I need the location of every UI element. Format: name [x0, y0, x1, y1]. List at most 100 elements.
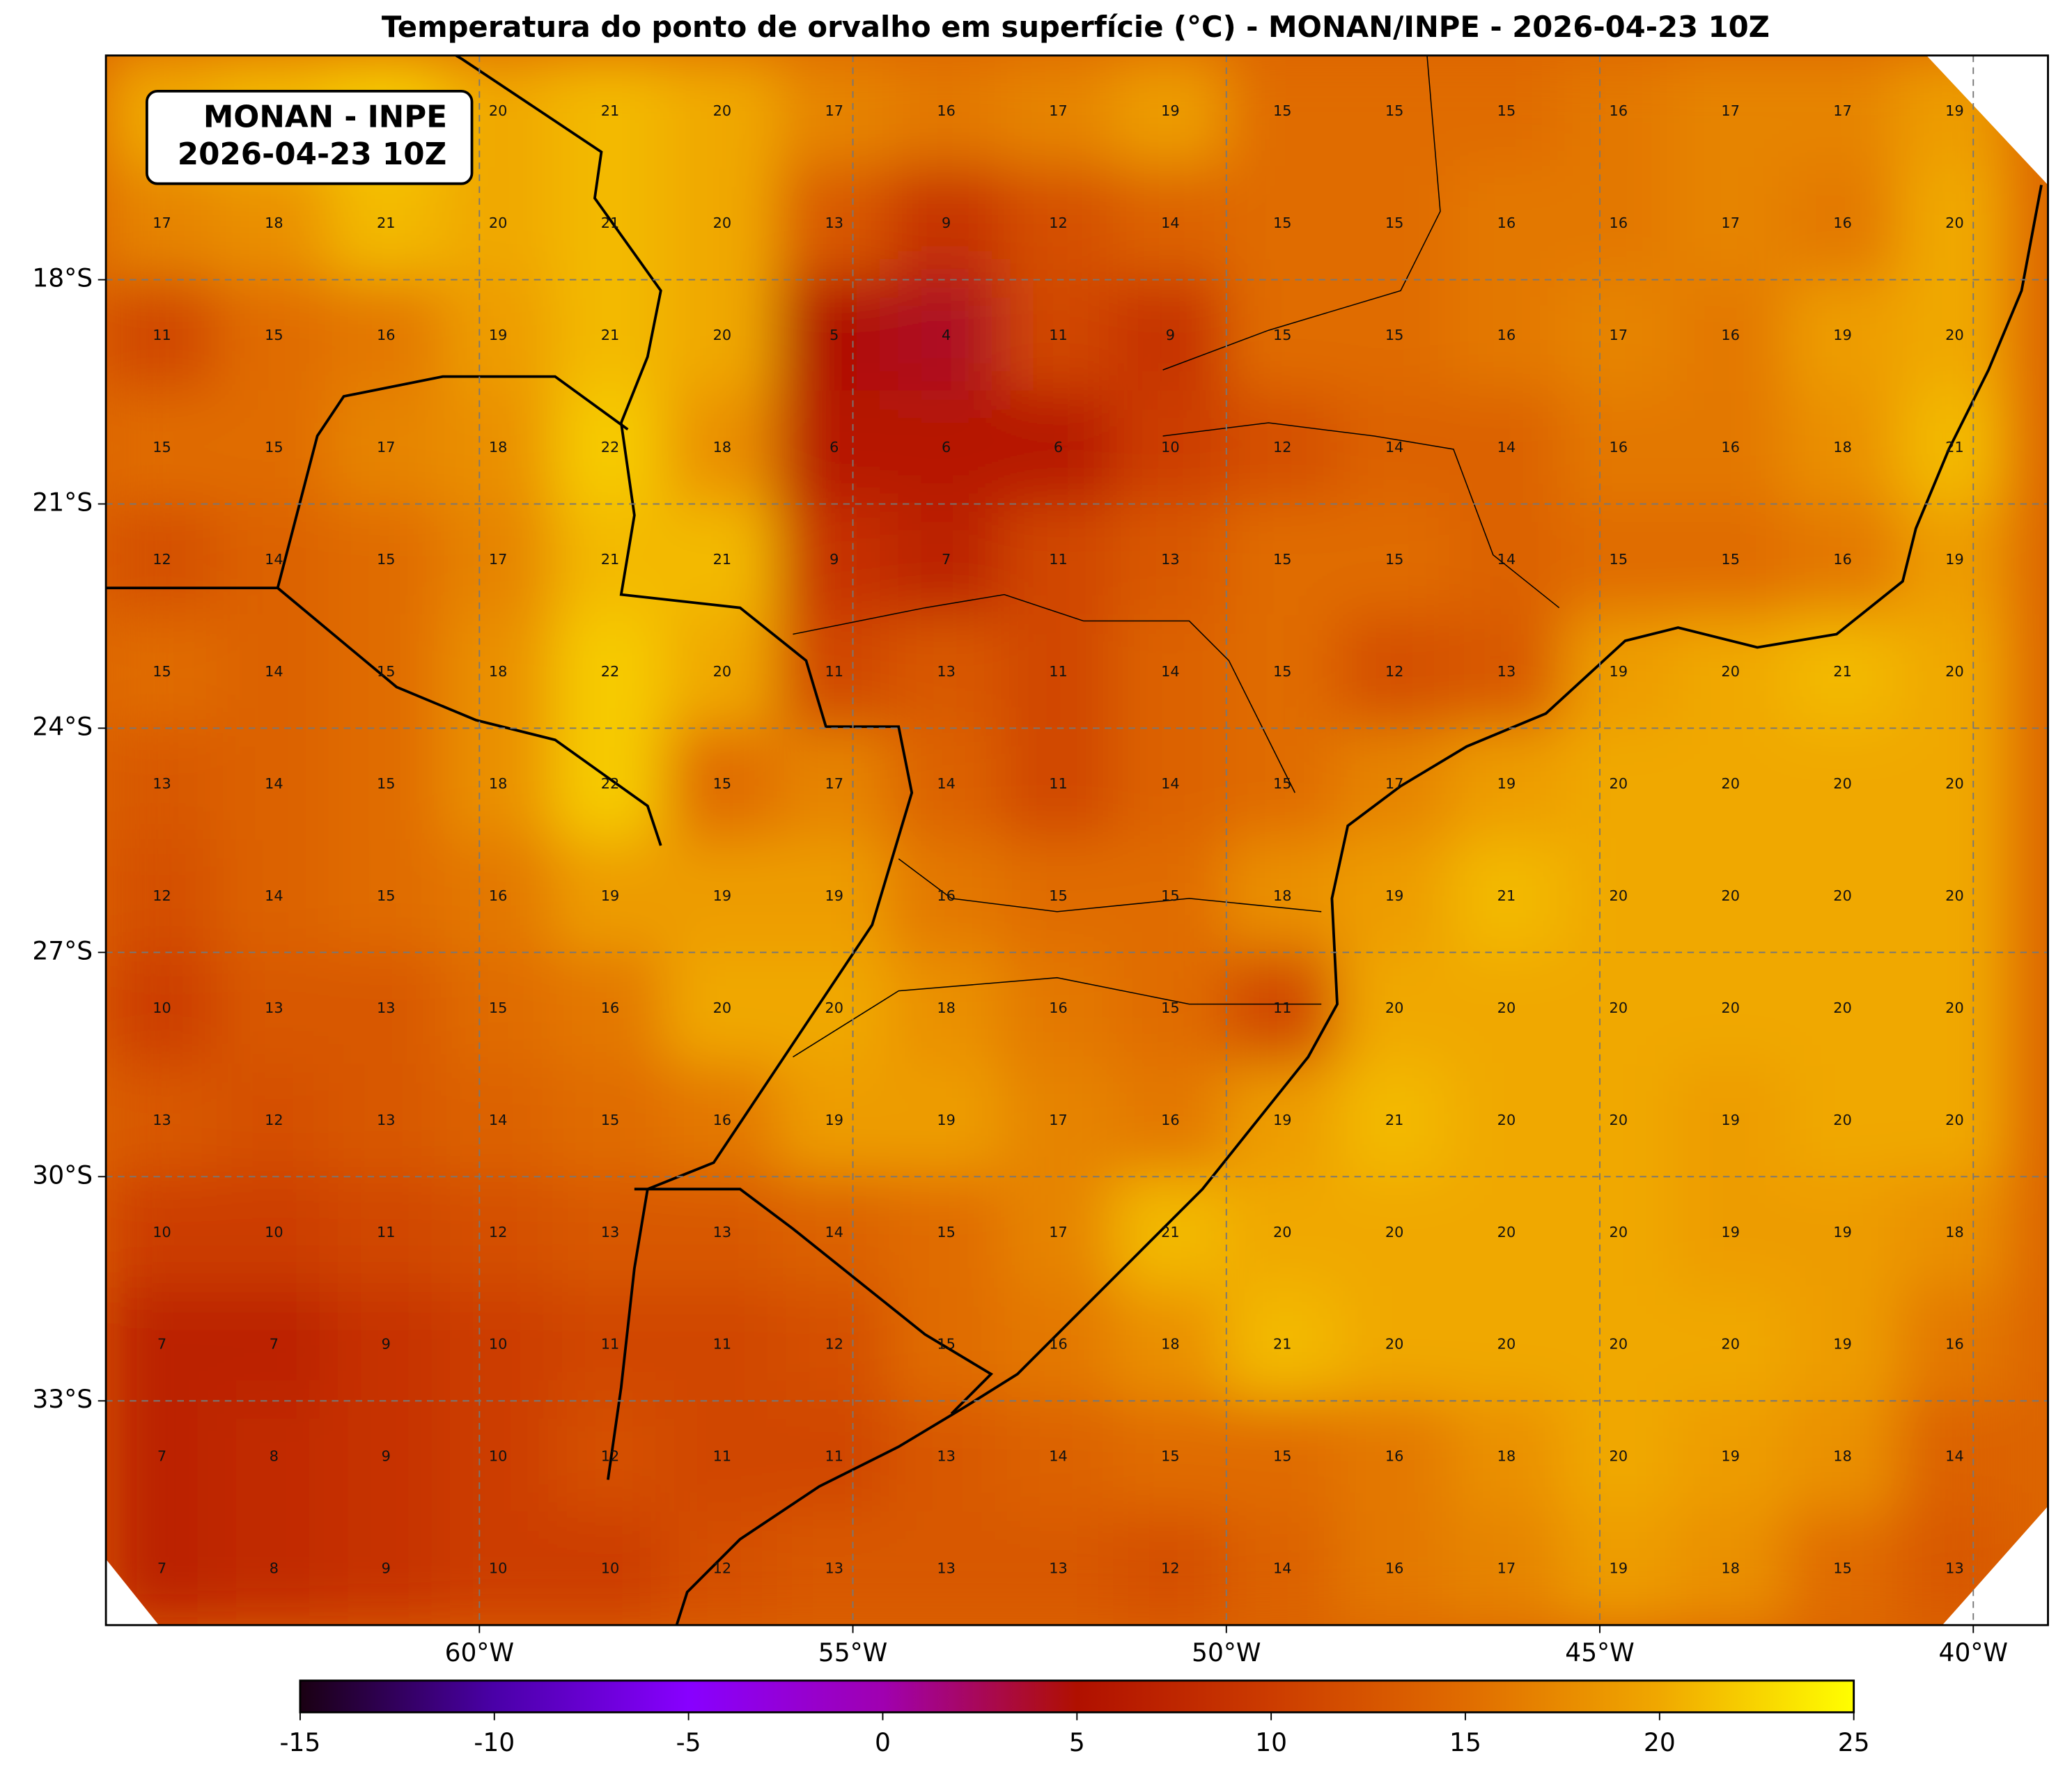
- field-cell: [1673, 390, 1789, 506]
- field-cell: [1673, 1175, 1789, 1291]
- field-cell: [1897, 1399, 2012, 1515]
- field-cell: [664, 390, 780, 506]
- value-label: 16: [713, 1112, 732, 1128]
- field-cell: [1113, 55, 1228, 169]
- x-tick-label: 55°W: [818, 1639, 887, 1667]
- field-cell: [328, 278, 444, 394]
- field-cell: [1897, 278, 2012, 394]
- value-label: 20: [1721, 775, 1740, 792]
- field-cell: [1001, 502, 1116, 618]
- field-cell: [1561, 1399, 1676, 1515]
- field-cell: [1001, 1287, 1116, 1403]
- field-cell: [106, 614, 219, 730]
- value-label: 20: [1945, 1112, 1964, 1128]
- value-label: 15: [153, 663, 171, 680]
- value-label: 14: [265, 775, 283, 792]
- field-cell: [1673, 614, 1789, 730]
- value-label: 7: [942, 551, 951, 568]
- value-label: 11: [825, 663, 843, 680]
- value-label: 11: [377, 1224, 396, 1241]
- value-label: 17: [377, 439, 396, 456]
- value-label: 14: [825, 1224, 843, 1241]
- value-label: 17: [825, 775, 843, 792]
- field-cell: [1001, 390, 1116, 506]
- value-label: 19: [489, 327, 508, 343]
- value-label: 17: [1721, 102, 1740, 119]
- value-label: 19: [1721, 1448, 1740, 1465]
- grid: [106, 55, 2048, 1626]
- value-label: 14: [265, 551, 283, 568]
- value-label: 13: [937, 663, 956, 680]
- value-label: 8: [270, 1448, 279, 1465]
- state-border: [793, 977, 1322, 1058]
- value-label: 20: [1385, 1336, 1404, 1353]
- value-label: 16: [1385, 1560, 1404, 1577]
- field-cell: [552, 1063, 668, 1179]
- field-cell: [1113, 390, 1228, 506]
- field-cell: [217, 839, 332, 954]
- state-border: [1162, 55, 1441, 371]
- value-label: 14: [1161, 663, 1180, 680]
- value-label: 11: [601, 1336, 620, 1353]
- value-label: 19: [1497, 775, 1516, 792]
- field-cell: [1224, 951, 1340, 1066]
- plot-frame: [104, 54, 2049, 1626]
- field-cell: [777, 726, 892, 842]
- value-label: 19: [1721, 1112, 1740, 1128]
- value-label: 20: [1945, 215, 1964, 231]
- x-tick-label: 40°W: [1939, 1639, 2009, 1667]
- field-cell: [106, 839, 219, 954]
- value-label: 20: [1385, 1224, 1404, 1241]
- value-label: 20: [1833, 1000, 1852, 1016]
- value-label: 21: [601, 215, 620, 231]
- field-cell: [328, 1511, 444, 1626]
- field-cell: [1785, 166, 1900, 281]
- value-label: 18: [1833, 439, 1852, 456]
- field-cell: [664, 951, 780, 1066]
- value-label: 10: [489, 1336, 508, 1353]
- value-label: 20: [1833, 1112, 1852, 1128]
- value-label: 15: [1273, 327, 1292, 343]
- colorbar-tick-label: -5: [676, 1729, 701, 1757]
- field-cell: [1449, 1399, 1564, 1515]
- value-label: 13: [601, 1224, 620, 1241]
- value-label: 20: [1721, 1336, 1740, 1353]
- value-label: 13: [377, 1112, 396, 1128]
- field-cell: [1224, 1399, 1340, 1515]
- value-label: 21: [713, 551, 732, 568]
- field-cell: [1337, 1399, 1452, 1515]
- x-tick-label: 45°W: [1565, 1639, 1635, 1667]
- value-label: 17: [153, 215, 171, 231]
- value-label: 19: [1721, 1224, 1740, 1241]
- annotation-line: MONAN - INPE: [203, 100, 447, 135]
- value-label: 10: [153, 1224, 171, 1241]
- field-cell: [664, 839, 780, 954]
- field-cell: [664, 1399, 780, 1515]
- value-label: 16: [1833, 215, 1852, 231]
- borders: [106, 55, 2043, 1626]
- field-cell: [777, 502, 892, 618]
- y-tick-label: 27°S: [32, 937, 93, 965]
- colorbar-fill: [299, 1679, 1855, 1713]
- value-label: 18: [937, 1000, 956, 1016]
- value-label: 20: [1610, 775, 1628, 792]
- value-label: 18: [265, 215, 283, 231]
- value-label: 19: [1833, 1336, 1852, 1353]
- field-cell: [1337, 166, 1452, 281]
- value-label: 11: [1049, 551, 1068, 568]
- value-label: 16: [1610, 215, 1628, 231]
- field-cell: [777, 1511, 892, 1626]
- field-cell: [1897, 1287, 2012, 1403]
- value-label: 17: [1049, 1112, 1068, 1128]
- value-label: 19: [825, 1112, 843, 1128]
- field-cell: [106, 726, 219, 842]
- field-cell: [106, 502, 219, 618]
- value-label: 15: [1385, 102, 1404, 119]
- value-label: 20: [1833, 775, 1852, 792]
- colorbar-tick-label: 10: [1255, 1729, 1287, 1757]
- field-cell: [1001, 726, 1116, 842]
- value-label: 18: [489, 663, 508, 680]
- value-label: 20: [1610, 1112, 1628, 1128]
